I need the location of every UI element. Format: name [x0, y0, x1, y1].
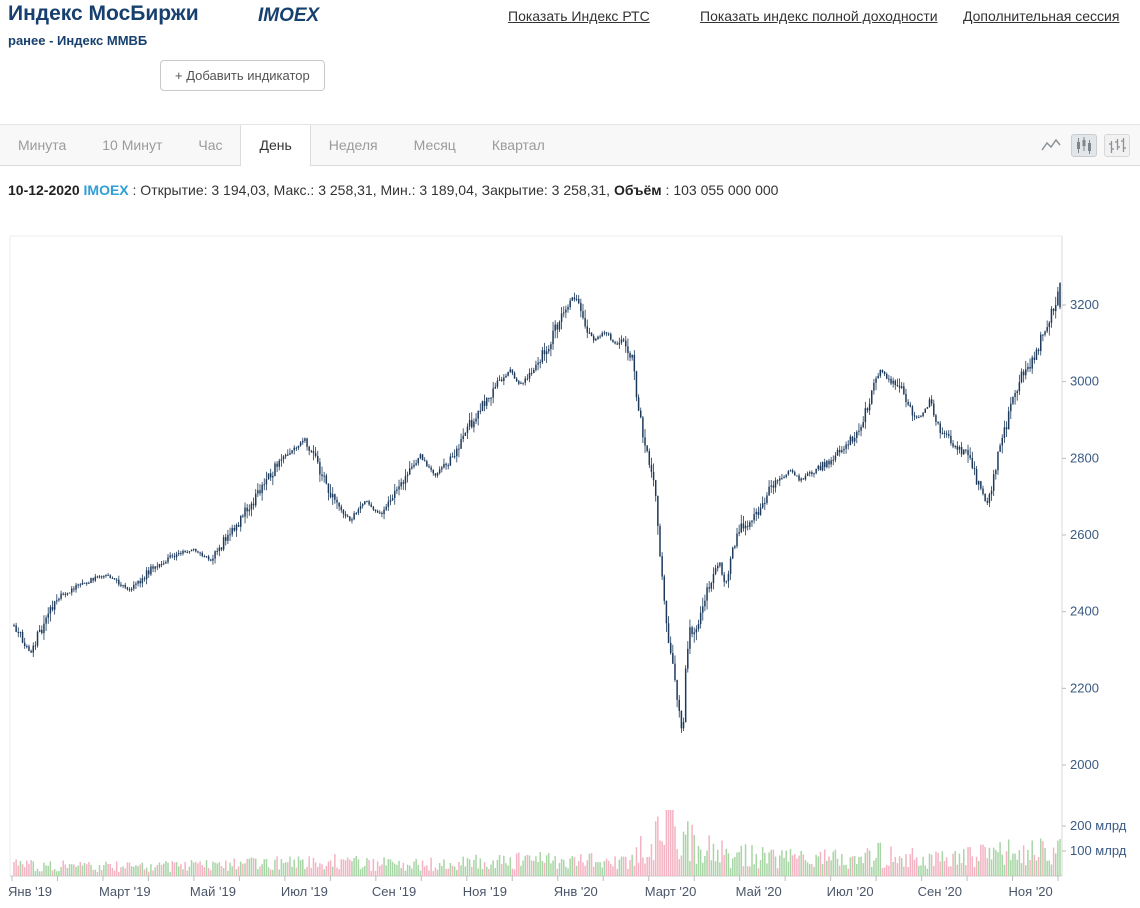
svg-text:Янв '19: Янв '19 [8, 884, 52, 899]
candlestick-chart-icon[interactable] [1071, 133, 1097, 157]
svg-text:Сен '19: Сен '19 [372, 884, 416, 899]
tab-hour[interactable]: Час [198, 137, 223, 153]
ticker-label: IMOEX [258, 5, 320, 26]
info-ohlc-values: : Открытие: 3 194,03, Макс.: 3 258,31, М… [132, 182, 614, 198]
svg-text:Янв '20: Янв '20 [554, 884, 598, 899]
svg-text:Июл '19: Июл '19 [281, 884, 328, 899]
svg-text:3000: 3000 [1070, 374, 1099, 389]
tab-quarter[interactable]: Квартал [491, 137, 545, 153]
svg-text:2600: 2600 [1070, 527, 1099, 542]
svg-text:2400: 2400 [1070, 604, 1099, 619]
interval-tabbar: Минута 10 Минут Час День Неделя Месяц Квартал [0, 124, 1140, 166]
svg-text:Сен '20: Сен '20 [918, 884, 962, 899]
svg-text:Ноя '19: Ноя '19 [463, 884, 507, 899]
svg-text:2800: 2800 [1070, 450, 1099, 465]
show-total-return-link[interactable]: Показать индекс полной доходности [700, 8, 938, 24]
svg-text:2000: 2000 [1070, 757, 1099, 772]
page-subtitle: ранее - Индекс ММВБ [8, 33, 148, 48]
imoex-candlestick-volume-chart[interactable]: 2000 2200 2400 2600 2800 3000 3200 100 млрд 200 … [0, 228, 1140, 903]
tab-10-minutes[interactable]: 10 Минут [102, 137, 163, 153]
ohlc-info-line: 10-12-2020 IMOEX : Открытие: 3 194,03, М… [8, 182, 778, 198]
chart-type-switcher [1038, 125, 1140, 165]
line-chart-icon[interactable] [1038, 134, 1064, 157]
additional-session-link[interactable]: Дополнительная сессия [963, 8, 1120, 24]
tab-month[interactable]: Месяц [413, 137, 456, 153]
svg-text:Ноя '20: Ноя '20 [1009, 884, 1053, 899]
svg-text:200 млрд: 200 млрд [1070, 818, 1127, 833]
svg-text:2200: 2200 [1070, 680, 1099, 695]
tab-day[interactable]: День [240, 125, 311, 166]
tab-week[interactable]: Неделя [328, 137, 378, 153]
tab-minute[interactable]: Минута [18, 137, 67, 153]
info-date: 10-12-2020 [8, 182, 80, 198]
svg-text:3200: 3200 [1070, 297, 1099, 312]
svg-text:Июл '20: Июл '20 [827, 884, 874, 899]
info-volume-value: : 103 055 000 000 [665, 182, 779, 198]
ohlc-bar-chart-icon[interactable] [1104, 133, 1130, 157]
svg-text:100 млрд: 100 млрд [1070, 843, 1127, 858]
svg-text:Март '19: Март '19 [99, 884, 151, 899]
info-volume-label: Объём [613, 182, 662, 198]
add-indicator-button[interactable]: + Добавить индикатор [160, 60, 325, 91]
interval-tabs: Минута 10 Минут Час День Неделя Месяц Квартал [0, 125, 563, 166]
info-ticker: IMOEX [83, 182, 129, 198]
page-title: Индекс МосБиржи [8, 2, 199, 25]
show-rts-link[interactable]: Показать Индекс РТС [508, 8, 650, 24]
svg-text:Май '20: Май '20 [736, 884, 782, 899]
svg-text:Март '20: Март '20 [645, 884, 697, 899]
svg-text:Май '19: Май '19 [190, 884, 236, 899]
